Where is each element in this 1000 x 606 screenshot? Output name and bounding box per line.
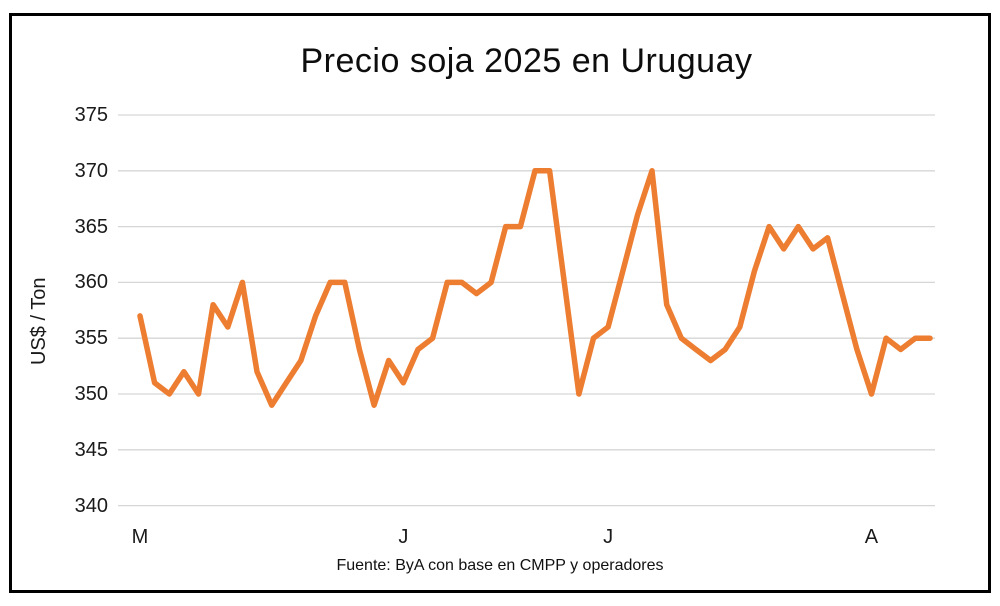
chart-title: Precio soja 2025 en Uruguay <box>300 42 753 80</box>
y-tick-label: 340 <box>74 494 108 517</box>
y-tick-label: 370 <box>74 159 108 182</box>
x-tick-label: J <box>603 526 614 548</box>
y-tick-label: 350 <box>74 383 108 405</box>
y-tick-label: 345 <box>74 438 108 461</box>
y-tick-label: 365 <box>74 215 108 238</box>
y-tick-label: 355 <box>74 327 108 350</box>
price-line <box>137 168 933 408</box>
x-tick-label: M <box>131 526 149 548</box>
x-tick-label: J <box>398 526 409 548</box>
chart-frame: Precio soja 2025 en Uruguay US$ / Ton 37… <box>9 13 991 593</box>
source-caption: Fuente: ByA con base en CMPP y operadore… <box>336 557 664 574</box>
plot-area <box>118 114 935 507</box>
y-tick-label: 360 <box>74 271 108 294</box>
y-tick-label: 375 <box>74 104 108 126</box>
x-tick-label: A <box>864 526 879 548</box>
